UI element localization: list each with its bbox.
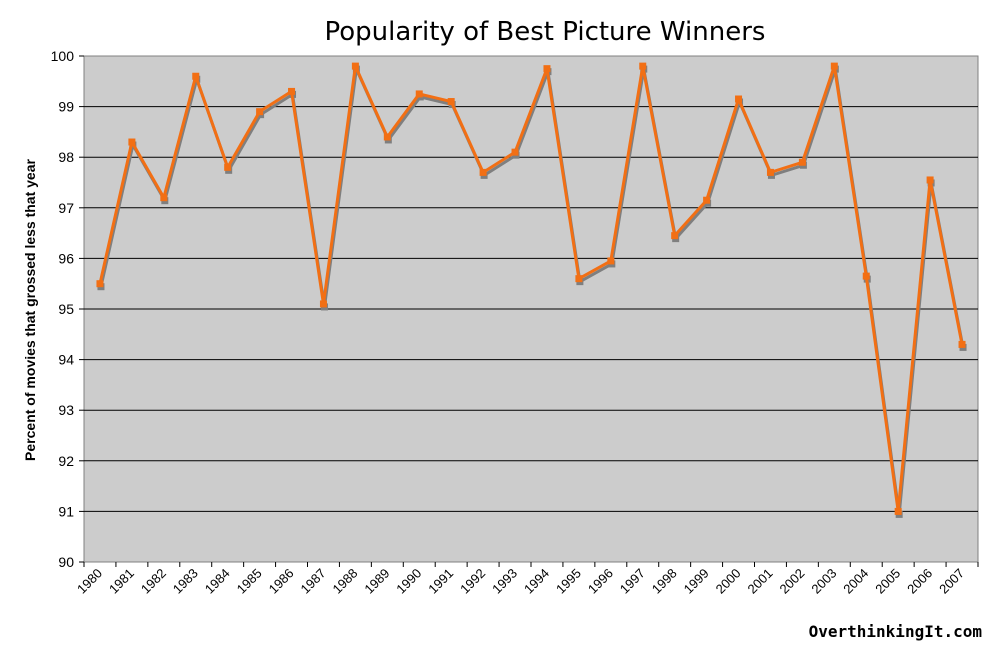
y-tick-label: 97: [58, 200, 74, 216]
x-tick-label: 1995: [553, 566, 584, 597]
x-tick-label: 1987: [298, 566, 329, 597]
data-point: [671, 232, 679, 240]
data-point: [703, 196, 711, 204]
x-tick-label: 1999: [681, 566, 712, 597]
y-tick-label: 93: [58, 402, 74, 418]
data-point: [128, 138, 136, 146]
data-point: [511, 148, 519, 156]
x-tick-label: 1994: [521, 566, 552, 597]
x-tick-label: 1985: [234, 566, 265, 597]
x-tick-label: 1984: [202, 566, 233, 597]
data-point: [639, 62, 647, 70]
data-point: [543, 65, 551, 73]
x-tick-label: 2002: [776, 566, 807, 597]
y-tick-label: 91: [58, 503, 74, 519]
x-tick-label: 1982: [138, 566, 169, 597]
x-tick-label: 1991: [425, 566, 456, 597]
x-tick-label: 1981: [106, 566, 137, 597]
data-point: [192, 72, 200, 80]
x-tick-label: 2006: [904, 566, 935, 597]
data-point: [383, 133, 391, 141]
x-tick-label: 1990: [393, 566, 424, 597]
data-point: [96, 280, 104, 288]
data-point: [607, 257, 615, 265]
y-axis-label: Percent of movies that grossed less that…: [22, 159, 38, 461]
credit-text: OverthinkingIt.com: [809, 622, 983, 641]
y-tick-label: 92: [58, 453, 74, 469]
series-line-path: [98, 64, 964, 513]
chart-title: Popularity of Best Picture Winners: [325, 17, 766, 47]
data-point: [160, 194, 168, 202]
y-tick-label: 96: [58, 250, 74, 266]
series-line: [96, 62, 966, 515]
data-point: [735, 95, 743, 103]
x-tick-label: 1986: [266, 566, 297, 597]
data-point: [479, 168, 487, 176]
x-tick-label: 2003: [808, 566, 839, 597]
y-tick-label: 90: [58, 554, 74, 570]
y-tick-label: 100: [51, 48, 75, 64]
x-tick-label: 2001: [745, 566, 776, 597]
data-point: [447, 98, 455, 106]
series-shadow-line: [99, 67, 965, 516]
data-point: [415, 90, 423, 98]
data-point: [288, 87, 296, 95]
x-tick-label: 1997: [617, 566, 648, 597]
x-tick-label: 1983: [170, 566, 201, 597]
data-point: [926, 176, 934, 184]
x-tick-label: 2005: [872, 566, 903, 597]
x-tick-label: 1988: [329, 566, 360, 597]
data-point: [319, 300, 327, 308]
y-tick-label: 98: [58, 149, 74, 165]
data-point: [575, 275, 583, 283]
y-tick-label: 99: [58, 99, 74, 115]
x-tick-label: 2004: [840, 566, 871, 597]
data-point: [958, 340, 966, 348]
y-tick-label: 94: [58, 352, 74, 368]
y-tick-label: 95: [58, 301, 74, 317]
data-point: [256, 108, 264, 116]
y-axis-ticks: 90 91 92 93 94 95 96 97 98 99 100: [51, 48, 84, 570]
x-tick-label: 1992: [457, 566, 488, 597]
x-tick-label: 1998: [649, 566, 680, 597]
x-axis-ticks: 1980 1981 1982 1983 1984 1985 1986 1987 1988 1989…: [74, 562, 979, 597]
x-tick-label: 2000: [713, 566, 744, 597]
x-tick-label: 1989: [361, 566, 392, 597]
x-tick-label: 1980: [74, 566, 105, 597]
data-point: [894, 507, 902, 515]
x-tick-label: 1996: [585, 566, 616, 597]
data-point: [766, 168, 774, 176]
data-point: [798, 158, 806, 166]
x-tick-label: 2007: [936, 566, 967, 597]
data-point: [224, 163, 232, 171]
x-tick-label: 1993: [489, 566, 520, 597]
data-point: [830, 62, 838, 70]
data-point: [862, 272, 870, 280]
data-point: [351, 62, 359, 70]
